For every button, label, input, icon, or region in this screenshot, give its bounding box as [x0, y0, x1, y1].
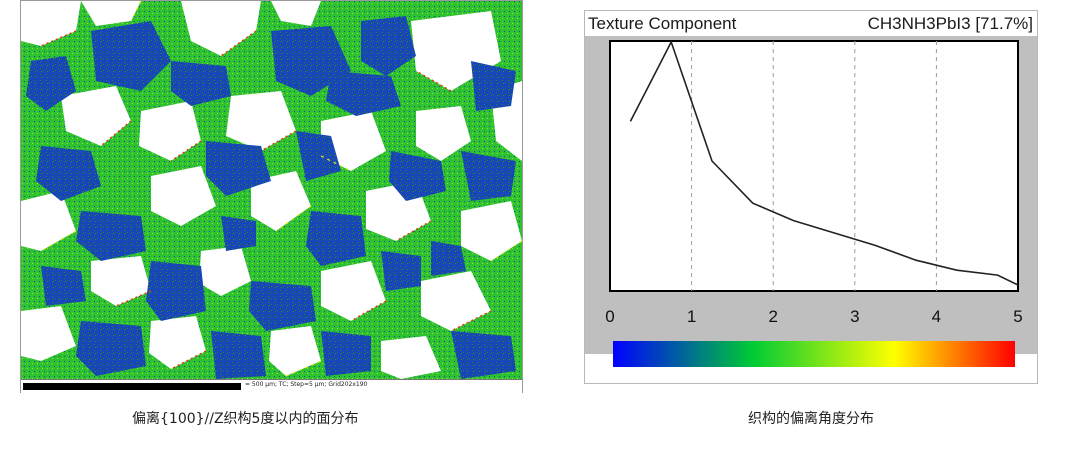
- texture-map: = 500 µm; TC; Step=5 µm; Grid202x190: [20, 0, 523, 394]
- x-tick-label: 4: [932, 307, 941, 326]
- plot-background: [609, 40, 1019, 292]
- x-tick-label: 5: [1013, 307, 1022, 326]
- series-line: [629, 39, 1019, 286]
- plot-area: 0 1 2 3 4 5: [585, 36, 1037, 367]
- x-tick-labels: 0 1 2 3 4 5: [605, 307, 1022, 326]
- series-label: CH3NH3PbI3 [71.7%]: [867, 14, 1033, 33]
- chart-title: Texture Component: [588, 14, 737, 33]
- texture-component-chart: 0 1 2 3 4 5 Texture Component CH3NH3PbI3 [71.…: [584, 10, 1038, 384]
- colorbar: [613, 341, 1015, 367]
- chart-caption: 织构的偏离角度分布: [748, 411, 874, 427]
- x-tick-label: 0: [605, 307, 614, 326]
- x-tick-label: 2: [768, 307, 777, 326]
- ebsd-grain-map: [21, 1, 522, 379]
- scale-text: = 500 µm; TC; Step=5 µm; Grid202x190: [245, 381, 368, 388]
- grid-lines: [691, 41, 937, 291]
- scale-bar: [23, 383, 241, 390]
- map-caption: 偏离{100}//Z织构5度以内的面分布: [132, 411, 359, 427]
- scale-strip: = 500 µm; TC; Step=5 µm; Grid202x190: [21, 379, 522, 394]
- x-tick-label: 1: [687, 307, 696, 326]
- x-tick-label: 3: [850, 307, 859, 326]
